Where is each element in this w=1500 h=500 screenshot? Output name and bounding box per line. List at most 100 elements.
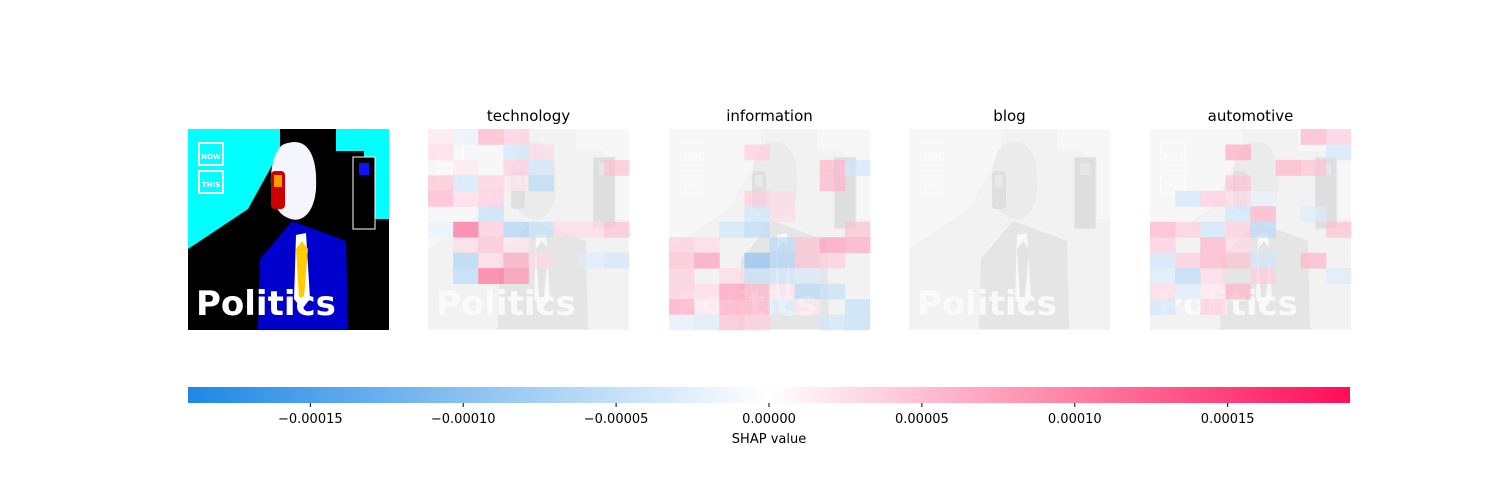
shap-cell-automotive xyxy=(1150,268,1176,285)
shap-cell-information xyxy=(744,252,770,269)
shap-cell-technology xyxy=(503,129,529,145)
shap-cell-technology xyxy=(578,221,605,238)
panel-information: informationNOWTHISPolitics xyxy=(669,107,871,331)
shap-cell-technology xyxy=(603,221,630,238)
shap-cell-information xyxy=(744,190,770,207)
shap-cell-technology xyxy=(478,268,504,285)
shap-cell-automotive xyxy=(1225,175,1251,192)
shap-cell-technology xyxy=(578,252,605,269)
image-logo-box-top xyxy=(1160,142,1186,166)
shap-cell-automotive xyxy=(1150,283,1176,300)
colorbar-tick-label: 0.00010 xyxy=(1048,412,1102,427)
shap-cell-technology xyxy=(478,252,504,269)
colorbar-ticks: −0.00015 −0.00010 −0.00005 0.00000 0.00005 0.… xyxy=(278,403,1255,427)
shap-cell-automotive xyxy=(1150,252,1176,269)
panel-title-information: information xyxy=(726,107,813,125)
image-logo-box-top xyxy=(919,142,945,166)
shap-cell-automotive xyxy=(1225,237,1251,254)
shap-cell-automotive xyxy=(1275,159,1302,176)
shap-cell-technology xyxy=(528,159,555,176)
image-logo-this: THIS xyxy=(202,181,220,189)
shap-cell-information xyxy=(769,190,796,207)
shap-cell-automotive xyxy=(1325,144,1352,161)
shap-cell-information xyxy=(744,206,770,223)
shap-cell-automotive xyxy=(1250,252,1277,269)
image-logo-this: THIS xyxy=(1164,181,1182,189)
image-logo-this: THIS xyxy=(683,181,701,189)
image-phone-highlight xyxy=(274,175,282,187)
shap-cell-automotive xyxy=(1300,159,1327,176)
shap-cell-automotive xyxy=(1200,190,1226,207)
panel-overlay-blog xyxy=(909,129,1110,330)
shap-cell-information xyxy=(794,268,821,285)
shap-cell-technology xyxy=(503,237,529,254)
shap-cell-information xyxy=(719,283,745,300)
image-tie xyxy=(1017,241,1029,297)
image-wall-left xyxy=(1150,129,1242,249)
shap-cell-information xyxy=(844,159,871,176)
shap-cell-technology xyxy=(503,252,529,269)
shap-cell-technology xyxy=(453,175,479,192)
shap-cell-automotive xyxy=(1225,221,1251,238)
shap-cell-technology xyxy=(503,268,529,285)
image-logo-box-bottom xyxy=(1160,170,1186,194)
shap-cell-automotive xyxy=(1325,221,1352,238)
colorbar-tick-label: 0.00005 xyxy=(895,412,949,427)
image-door xyxy=(352,156,376,230)
shap-cell-technology xyxy=(453,268,479,285)
image-logo-now: NOW xyxy=(1163,153,1183,161)
colorbar-tick-label: 0.00000 xyxy=(742,412,796,427)
panel-title-technology: technology xyxy=(487,107,570,125)
shap-cell-automotive xyxy=(1200,283,1226,300)
shap-cell-information xyxy=(744,221,770,238)
shap-cell-automotive xyxy=(1150,299,1176,315)
shap-cell-information xyxy=(844,299,871,315)
shap-cell-information xyxy=(769,283,796,300)
shap-cell-information xyxy=(694,314,720,331)
panel-title-automotive: automotive xyxy=(1208,107,1294,125)
shap-cell-information xyxy=(819,175,846,192)
image-logo-now: NOW xyxy=(922,153,942,161)
panels-layer: NOWTHISPoliticstechnologyNOWTHISPolitics… xyxy=(188,107,1352,331)
shap-cell-technology xyxy=(453,190,479,207)
colorbar-tick-label: −0.00015 xyxy=(278,412,343,427)
shap-cell-automotive xyxy=(1175,221,1201,238)
image-door xyxy=(1073,156,1097,230)
shap-cell-automotive xyxy=(1225,283,1251,300)
shap-cell-automotive xyxy=(1250,221,1277,238)
image-logo-box-bottom xyxy=(198,170,224,194)
image-logo-now: NOW xyxy=(682,153,702,161)
shap-cell-technology xyxy=(528,252,555,269)
shap-cell-technology xyxy=(428,175,454,192)
shap-cell-information xyxy=(794,299,821,315)
image-logo-now: NOW xyxy=(201,153,221,161)
shap-cell-automotive xyxy=(1200,252,1226,269)
shap-cell-technology xyxy=(478,175,504,192)
shap-cell-technology xyxy=(478,237,504,254)
colorbar-label: SHAP value xyxy=(732,432,806,447)
shap-cell-automotive xyxy=(1300,129,1327,145)
shap-cell-information xyxy=(719,221,745,238)
shap-cell-automotive xyxy=(1150,221,1176,238)
shap-cell-information xyxy=(694,283,720,300)
shap-cell-information xyxy=(669,283,695,300)
shap-cell-information xyxy=(669,237,695,254)
shap-cell-technology xyxy=(528,221,555,238)
shap-cell-technology xyxy=(603,159,630,176)
shap-cell-information xyxy=(844,314,871,331)
image-wall-left xyxy=(669,129,761,249)
shap-cell-automotive xyxy=(1200,237,1226,254)
shap-cell-technology xyxy=(478,190,504,207)
shap-cell-information xyxy=(769,268,796,285)
image-phone-highlight xyxy=(755,175,763,187)
image-logo-box-bottom xyxy=(679,170,705,194)
shap-cell-technology xyxy=(478,221,504,238)
panel-title-blog: blog xyxy=(993,107,1025,125)
shap-cell-information xyxy=(844,237,871,254)
colorbar-tick-label: −0.00005 xyxy=(584,412,649,427)
shap-cell-information xyxy=(744,283,770,300)
shap-cell-automotive xyxy=(1300,206,1327,223)
shap-cell-information xyxy=(744,144,770,161)
